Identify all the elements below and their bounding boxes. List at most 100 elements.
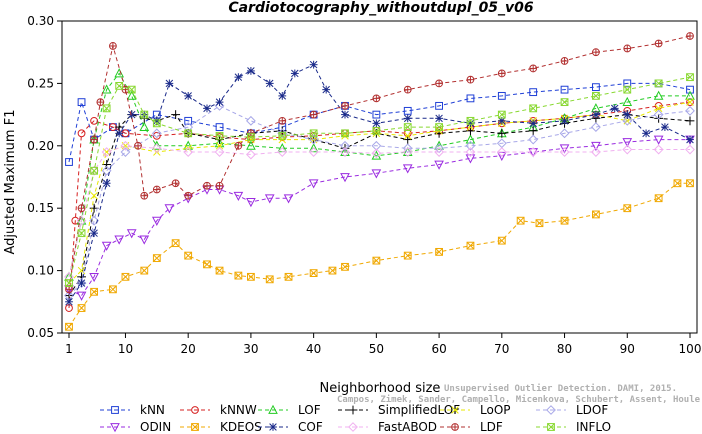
data-point [126, 90, 137, 100]
data-point [65, 322, 73, 331]
legend-swatch-marker [547, 423, 555, 431]
data-point [90, 229, 98, 238]
data-point [246, 140, 256, 150]
data-point [101, 241, 112, 251]
data-point [465, 154, 476, 164]
credit-line-1: Unsupervised Outlier Detection. DAMI, 20… [444, 383, 677, 394]
data-point [653, 144, 664, 155]
series-line [68, 35, 691, 290]
data-point [516, 216, 525, 225]
data-point [623, 79, 632, 88]
data-point [164, 204, 175, 214]
data-point [341, 262, 349, 271]
data-point [328, 266, 337, 275]
data-point [403, 135, 413, 144]
data-point [183, 140, 194, 150]
data-point [114, 235, 125, 245]
y-tick-label: 0.25 [27, 76, 54, 90]
data-point [341, 129, 349, 138]
data-point [140, 266, 149, 275]
data-point [246, 149, 256, 160]
y-tick-label: 0.20 [27, 139, 54, 153]
data-point [560, 216, 569, 225]
data-point [184, 116, 193, 125]
data-point [215, 142, 224, 150]
data-point [371, 140, 382, 151]
data-point [642, 129, 650, 138]
legend-item: LoOP [440, 403, 511, 417]
data-point [529, 88, 538, 97]
data-point [686, 179, 694, 188]
data-point [403, 85, 412, 94]
data-point [64, 271, 74, 282]
series-ldf [65, 32, 694, 294]
data-point [308, 179, 319, 189]
data-point [89, 272, 99, 283]
data-point [592, 91, 600, 100]
data-point [372, 110, 381, 119]
data-point [685, 144, 695, 155]
data-point [77, 204, 86, 213]
data-point [89, 165, 99, 176]
data-point [372, 119, 381, 128]
legend-swatch-marker [191, 423, 199, 431]
data-point [309, 110, 318, 119]
data-point [152, 254, 161, 263]
data-point [234, 73, 243, 82]
data-point [102, 104, 111, 113]
data-point [90, 166, 98, 175]
data-point [686, 85, 694, 94]
data-point [278, 116, 287, 125]
legend-swatch-marker [110, 423, 120, 433]
data-point [102, 179, 111, 188]
data-point [77, 279, 86, 287]
legend-item: COF [258, 420, 323, 434]
series-cof [65, 60, 694, 306]
data-point [372, 126, 381, 135]
data-point [265, 79, 274, 88]
data-point [559, 147, 570, 157]
data-point [403, 251, 412, 260]
series-line [68, 139, 690, 297]
data-point [592, 210, 600, 219]
x-tick-label: 30 [243, 342, 258, 356]
data-point [435, 79, 443, 88]
data-point [284, 272, 293, 281]
data-point [183, 122, 194, 132]
data-point [127, 110, 136, 119]
legend-item: ODIN [100, 420, 171, 434]
data-point [497, 91, 506, 100]
data-point [654, 104, 663, 113]
data-point [134, 141, 142, 150]
data-point [76, 291, 87, 301]
data-point [290, 69, 299, 78]
data-point [121, 272, 130, 281]
data-point [372, 256, 381, 265]
data-point [622, 144, 633, 155]
data-point [340, 140, 350, 151]
y-tick-label: 0.10 [27, 264, 54, 278]
x-tick-label: 100 [679, 342, 702, 356]
data-point [234, 271, 243, 280]
data-point [528, 147, 539, 157]
data-point [171, 179, 180, 188]
y-tick-label: 0.05 [27, 326, 54, 340]
series-line [68, 72, 690, 277]
data-point [529, 64, 538, 73]
data-point [101, 84, 112, 94]
data-point [139, 121, 150, 131]
data-point [435, 101, 443, 110]
legend-swatch-marker [268, 404, 278, 414]
data-point [497, 110, 506, 119]
legend-swatch-marker [451, 423, 459, 431]
data-point [560, 98, 569, 107]
data-point [653, 90, 664, 100]
data-point [497, 116, 506, 125]
data-point [102, 160, 112, 169]
data-point [685, 105, 695, 116]
series-odin [64, 135, 695, 301]
data-point [465, 134, 476, 144]
data-point [309, 269, 318, 277]
data-point [151, 216, 162, 226]
data-point [215, 181, 224, 190]
